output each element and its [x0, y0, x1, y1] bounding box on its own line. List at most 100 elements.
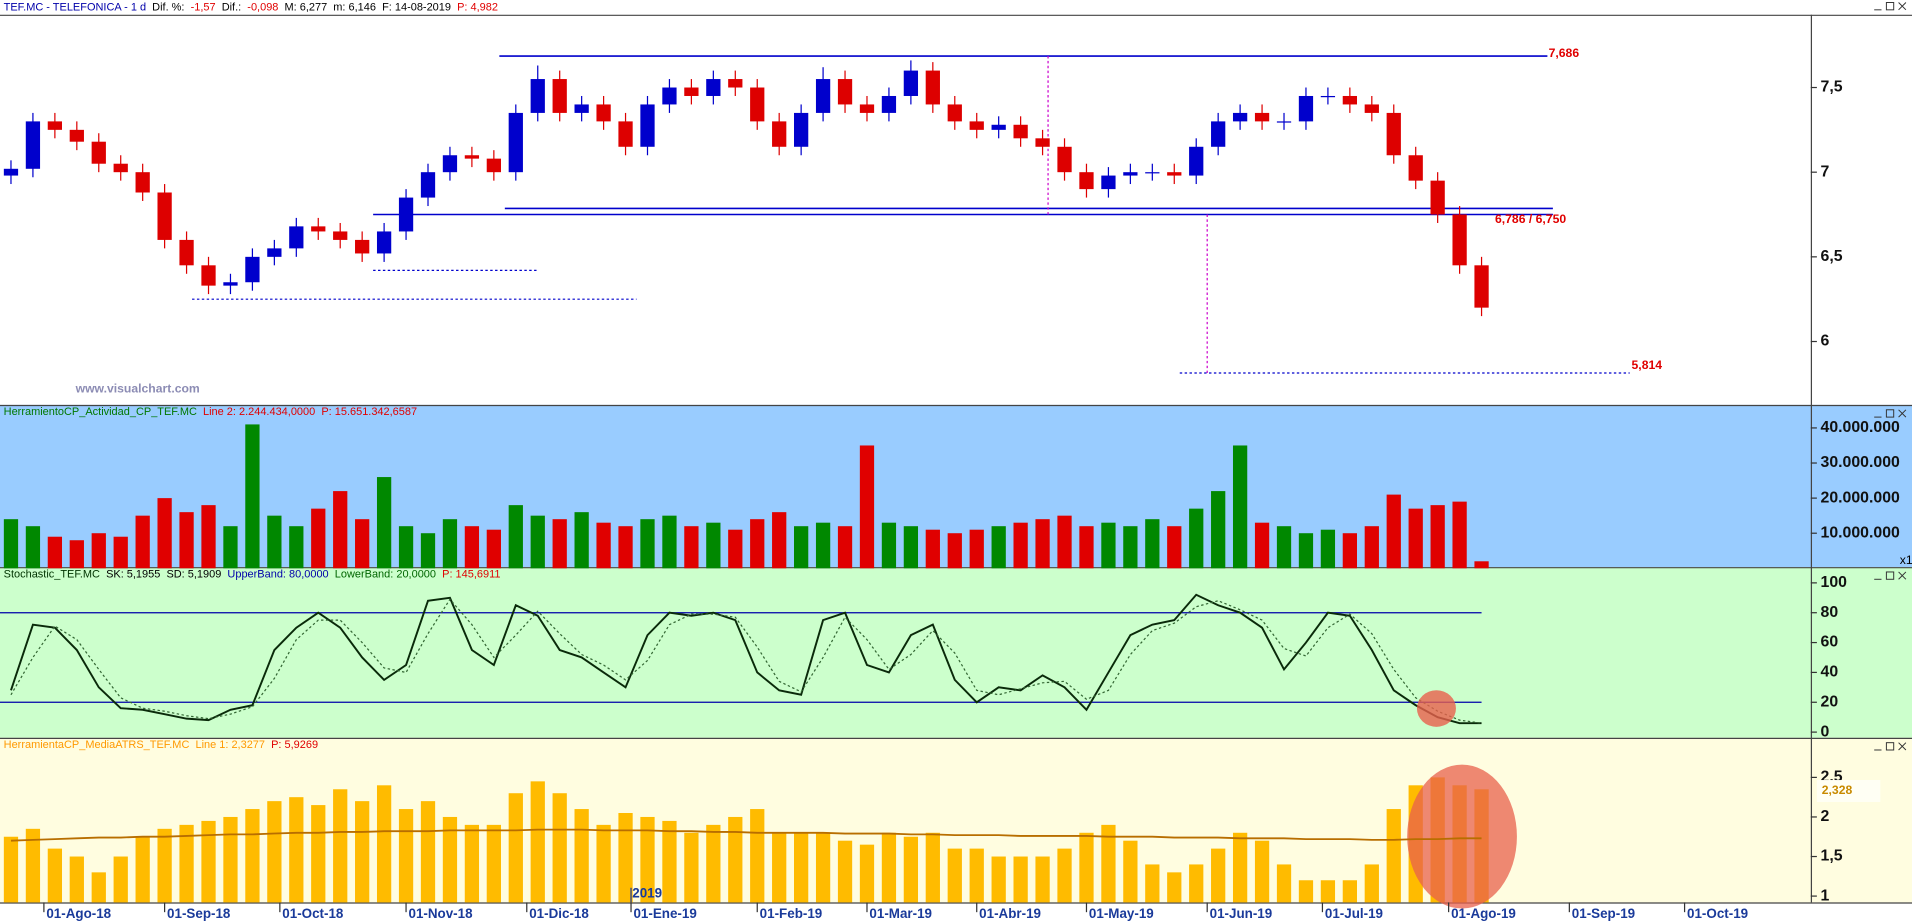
atr-bar — [442, 816, 458, 903]
atr-bar — [837, 840, 853, 903]
candle-body — [1101, 175, 1116, 190]
atr-bar — [333, 789, 348, 903]
atr-bar — [1364, 864, 1379, 903]
candle-body — [640, 104, 655, 147]
volume-bar — [1320, 529, 1336, 569]
candle-body — [662, 87, 677, 105]
x-tick-label: 01-Mar-19 — [869, 906, 932, 921]
atr-bar — [881, 832, 897, 903]
volume-bar — [1342, 533, 1357, 569]
x-tick-label: 01-Ago-19 — [1451, 906, 1516, 921]
y-tick-label: 30.000.000 — [1821, 454, 1900, 471]
x-tick-label: 01-May-19 — [1089, 906, 1154, 921]
volume-bar — [113, 536, 128, 569]
volume-bar — [1430, 505, 1445, 569]
volume-bar — [289, 526, 304, 569]
candle-body — [1452, 214, 1467, 266]
volume-bar — [947, 533, 962, 569]
y-tick-label: 2 — [1821, 808, 1830, 825]
candle-body — [530, 79, 545, 113]
header-segment: HerramientaCP_MediaATRS_TEF.MC — [4, 739, 190, 751]
header-segment: F: 14-08-2019 — [382, 1, 451, 13]
candle-body — [947, 104, 962, 122]
atr-bar — [25, 828, 41, 903]
volume-bar — [728, 529, 743, 569]
stochastic-line — [10, 593, 1482, 725]
volume-bar — [859, 445, 875, 569]
volume-bar — [355, 519, 370, 569]
atr-bar — [311, 805, 326, 903]
header-segment: Dif. %: — [152, 1, 184, 13]
year-label: 2019 — [632, 885, 662, 900]
stochastic-panel — [0, 567, 1912, 738]
y-tick-label: 20.000.000 — [1821, 489, 1900, 506]
header-segment: P: 5,9269 — [271, 739, 318, 751]
atr-bar — [1298, 880, 1314, 903]
atr-bar — [1013, 856, 1028, 903]
candle-body — [1474, 265, 1489, 308]
y-tick-label: 1 — [1821, 887, 1830, 904]
atr-bar — [1232, 832, 1248, 903]
header-segment: Line 2: 2.244.434,0000 — [203, 406, 315, 418]
candle-body — [333, 231, 348, 240]
candle-body — [991, 124, 1006, 130]
candle-body — [267, 248, 282, 257]
candle-body — [113, 163, 128, 173]
x-tick-label: 01-Abr-19 — [979, 906, 1041, 921]
atr-bar — [3, 836, 19, 903]
y-tick-label: 60 — [1821, 634, 1839, 651]
y-tick-label: 40 — [1821, 664, 1839, 681]
header-segment: Line 1: 2,3277 — [195, 739, 265, 751]
volume-bar — [1364, 526, 1379, 569]
candle-body — [311, 226, 326, 232]
volume-bar — [201, 505, 216, 569]
x-tick-label: 01-Sep-18 — [167, 906, 231, 921]
atr-bar — [91, 872, 106, 903]
atr-bar — [69, 856, 84, 903]
volume-bar — [25, 526, 41, 569]
volume-bar — [311, 508, 326, 569]
x-tick-label: 01-Ago-18 — [46, 906, 111, 921]
window-buttons[interactable] — [1874, 2, 1907, 751]
volume-bar — [684, 526, 699, 569]
candle-body — [442, 155, 458, 173]
atr-bar — [376, 785, 392, 903]
volume-bar — [442, 519, 458, 569]
y-tick-label: 1,5 — [1821, 848, 1843, 865]
atr-bar — [684, 832, 699, 903]
volume-bar — [1035, 519, 1050, 569]
atr-bar — [1320, 880, 1336, 903]
atr-bar — [47, 848, 63, 903]
panel-header: HerramientaCP_MediaATRS_TEF.MC Line 1: 2,… — [4, 739, 318, 751]
candle-body — [1364, 104, 1379, 113]
atr-bar — [728, 816, 743, 903]
volume-bar — [486, 529, 501, 569]
volume-bar — [223, 526, 238, 569]
candle-body — [596, 104, 611, 122]
candle-body — [1386, 112, 1401, 156]
candle-body — [1189, 146, 1204, 176]
header-segment: P: 15.651.342,6587 — [321, 406, 417, 418]
atr-bar — [991, 856, 1006, 903]
candle-body — [508, 112, 523, 173]
highlight-circle — [1416, 690, 1456, 727]
panel-header: TEF.MC - TELEFONICA - 1 d Dif. %: -1,57 Dif… — [4, 1, 498, 13]
x-tick-label: 01-Nov-18 — [408, 906, 473, 921]
candle-body — [1430, 180, 1445, 215]
header-segment: m: 6,146 — [333, 1, 376, 13]
candle-body — [903, 70, 919, 96]
atr-average-line — [10, 828, 1482, 842]
y-tick-label: 7 — [1821, 163, 1830, 180]
volume-bar — [398, 526, 414, 569]
candle-body — [1123, 172, 1138, 176]
volume-bar — [508, 505, 523, 569]
atr-bar — [815, 832, 831, 903]
atr-bar — [969, 848, 984, 903]
volume-bar — [245, 424, 260, 569]
atr-bar — [355, 801, 370, 903]
y-tick-label: 10.000.000 — [1821, 524, 1900, 541]
candle-body — [1035, 138, 1050, 147]
volume-bar — [91, 533, 106, 569]
candle-body — [289, 226, 304, 249]
current-value-label: 2,328 — [1822, 783, 1853, 797]
